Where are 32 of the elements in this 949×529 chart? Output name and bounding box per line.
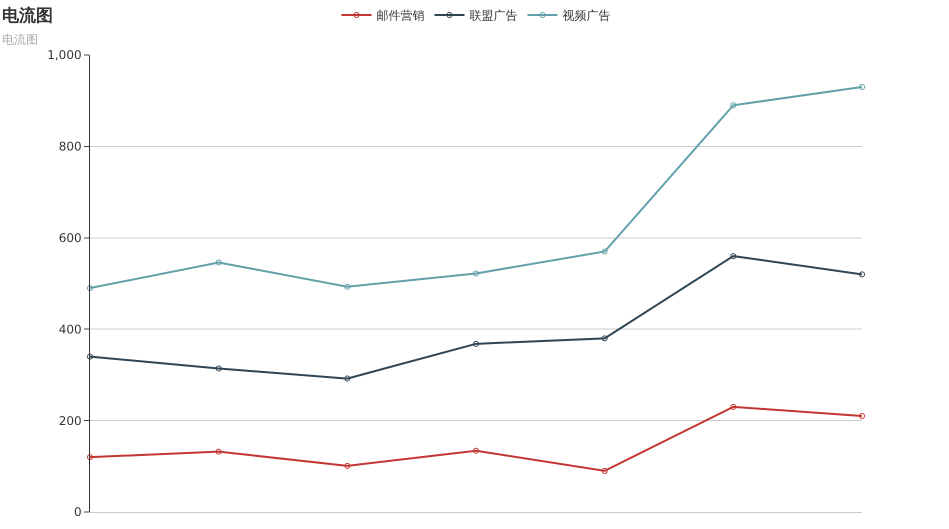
point — [216, 366, 222, 372]
point — [730, 404, 736, 410]
point — [87, 285, 93, 292]
y-tick-label: 1,000 — [47, 48, 82, 62]
point — [87, 354, 93, 360]
y-tick-label: 600 — [58, 231, 82, 245]
point — [473, 340, 479, 347]
point — [87, 454, 93, 460]
legend-label: 联盟广告 — [470, 8, 518, 23]
point — [602, 335, 608, 342]
point — [344, 462, 350, 469]
point — [730, 102, 736, 108]
point — [730, 253, 736, 260]
point — [859, 84, 865, 90]
point — [859, 271, 865, 278]
y-tick-label: 400 — [58, 322, 82, 336]
point — [344, 376, 350, 382]
point — [216, 448, 222, 455]
point — [473, 448, 479, 454]
chart-title: 电流图 — [2, 6, 53, 26]
y-tick-label: 800 — [58, 140, 82, 154]
point — [602, 468, 608, 474]
point — [473, 270, 479, 276]
y-tick-label: 0 — [74, 505, 82, 520]
legend-label: 视频广告 — [562, 8, 610, 23]
point — [216, 259, 222, 266]
legend-label: 邮件营销 — [376, 8, 424, 23]
y-tick-label: 200 — [58, 414, 82, 428]
point — [344, 284, 350, 290]
point — [859, 413, 865, 420]
point — [602, 248, 608, 255]
chart-subtitle: 电流图 — [2, 32, 38, 46]
